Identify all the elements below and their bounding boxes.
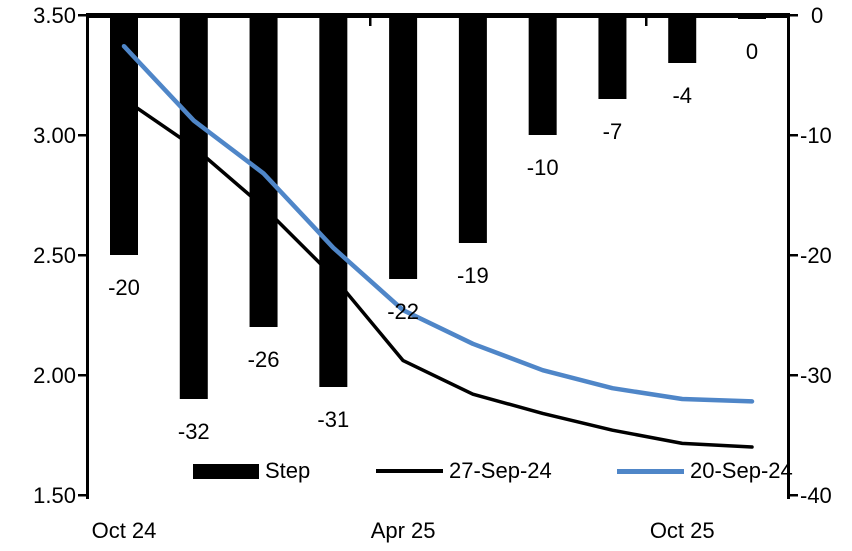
bar-data-label: -26 [248,347,280,372]
legend-line-swatch-20-sep [617,468,684,474]
x-axis-label: Oct 24 [92,518,157,543]
right-axis-tick-label: -10 [800,123,832,148]
bar-data-label: -4 [672,83,692,108]
left-axis-tick [78,14,86,17]
bar-step [528,13,557,135]
bar-step [668,13,697,63]
right-axis-tick-label: -30 [800,363,832,388]
left-axis-tick-label: 2.00 [33,363,76,388]
bar-step [389,13,418,279]
legend-label-20-sep: 20-Sep-24 [690,458,793,483]
right-axis-tick [790,254,798,257]
right-axis-tick-label: 0 [811,3,823,28]
bar-data-label: -19 [457,263,489,288]
right-axis-tick [790,14,798,17]
bar-step [179,13,208,399]
left-axis-tick [78,494,86,497]
bar-data-label: -22 [387,299,419,324]
bar-data-label: -31 [317,407,349,432]
bar-data-label: 0 [746,39,758,64]
left-axis-tick-label: 2.50 [33,243,76,268]
bar-data-label: -20 [108,275,140,300]
top-axis-line [88,13,788,18]
x-axis-tick [369,18,372,26]
line-series-20-sep-24 [121,43,755,404]
left-axis-tick [78,374,86,377]
bar-data-label: -32 [178,419,210,444]
bar-step [319,13,348,387]
right-axis-line [787,13,790,499]
legend-item-20-sep-24: 20-Sep-24 [617,457,793,485]
bar-data-label: -10 [527,155,559,180]
x-axis-tick [645,18,648,26]
left-axis-tick [78,254,86,257]
legend-label-27-sep: 27-Sep-24 [449,458,552,483]
line-series-27-sep-24 [122,97,754,449]
bar-data-label: -7 [603,119,623,144]
right-axis-tick-label: -40 [800,483,832,508]
left-axis-tick-label: 3.00 [33,123,76,148]
legend-line-swatch-27-sep [376,469,443,473]
left-axis-tick [78,134,86,137]
left-axis-tick-label: 1.50 [33,483,76,508]
bar-step [249,13,278,327]
legend-label-step: Step [265,458,311,483]
x-axis-label: Apr 25 [371,518,436,543]
bar-step [458,13,487,243]
right-axis-tick [790,134,798,137]
legend-item-27-sep-24: 27-Sep-24 [376,457,552,485]
right-axis-tick-label: -20 [800,243,832,268]
left-axis-tick-label: 3.50 [33,3,76,28]
right-axis-tick [790,374,798,377]
left-axis-line [86,13,89,499]
x-axis-label: Oct 25 [650,518,715,543]
legend-item-step: Step [193,457,310,485]
bar-step [598,13,627,99]
right-axis-tick [790,494,798,497]
legend-bar-swatch [193,463,259,479]
